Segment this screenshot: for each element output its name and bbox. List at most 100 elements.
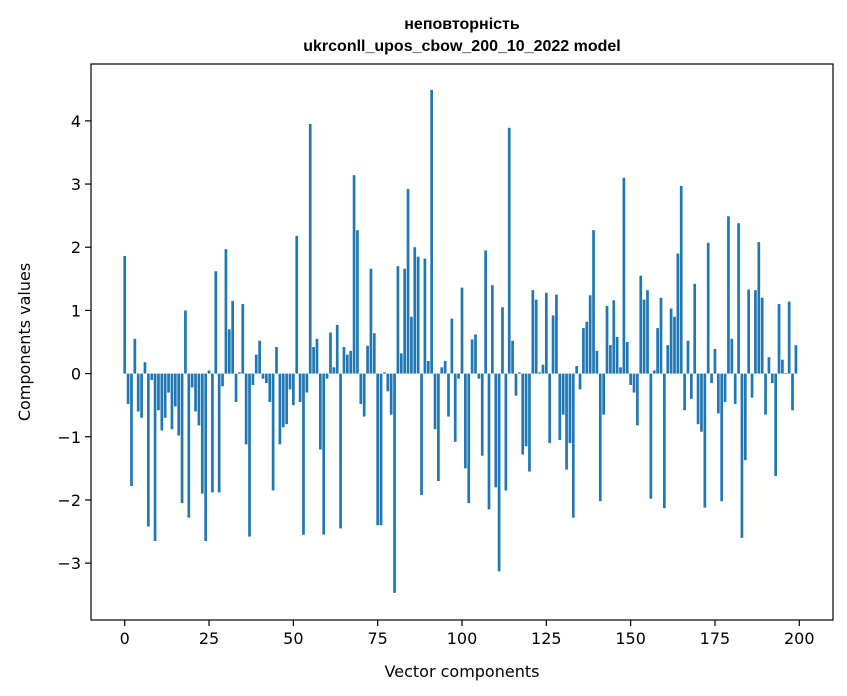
bar-91 [430,89,433,374]
bar-8 [150,373,154,380]
bar-100 [460,287,464,374]
bar-72 [366,345,369,374]
bar-45 [275,347,278,374]
bar-70 [359,373,363,404]
bar-169 [693,283,697,374]
bar-172 [703,373,707,508]
bar-136 [582,328,585,374]
bar-154 [642,299,646,374]
bar-184 [743,373,747,461]
bar-106 [480,373,484,456]
bar-35 [241,304,245,374]
bar-49 [288,373,292,390]
bar-87 [416,256,420,374]
x-tick-label: 125 [531,629,562,648]
bar-125 [544,292,548,374]
y-tick-label: −3 [57,554,81,573]
bar-126 [548,373,552,444]
bar-117 [517,372,521,374]
bar-109 [491,285,494,374]
bar-86 [413,247,417,374]
bar-195 [781,359,784,374]
bar-140 [595,350,599,374]
bar-48 [285,373,288,425]
bar-177 [720,373,724,502]
bar-159 [659,297,663,374]
bar-14 [170,373,174,430]
bar-24 [204,373,208,542]
bar-96 [447,373,450,417]
bar-174 [710,373,713,384]
bar-152 [636,373,639,426]
bar-185 [747,289,751,374]
bar-74 [372,333,376,374]
bar-29 [221,373,224,387]
bar-137 [585,321,589,374]
bar-27 [214,271,218,374]
bar-170 [696,373,700,425]
bar-144 [609,345,612,374]
bar-47 [281,373,285,428]
bar-183 [740,373,744,538]
bar-61 [329,332,332,374]
bar-196 [784,372,788,374]
bar-0 [123,256,127,374]
bar-133 [571,373,575,518]
y-tick-label: 0 [71,365,81,384]
plot-frame [90,63,834,621]
bar-94 [440,367,444,374]
y-tick-label: 4 [71,112,81,131]
bar-77 [383,372,386,374]
bar-186 [750,373,754,398]
bar-15 [173,373,177,407]
bar-66 [345,354,349,374]
y-axis-ticks: −3 −2 −1 0 1 2 3 4 [57,112,91,573]
bar-151 [632,373,636,393]
bar-83 [403,268,407,374]
x-axis-ticks: 0 25 50 75 100 125 150 175 200 [120,620,815,648]
bar-123 [538,372,541,374]
bar-142 [602,373,606,415]
bar-166 [683,373,686,411]
bar-51 [295,235,299,374]
bar-39 [254,354,258,374]
bar-108 [487,373,491,510]
bar-40 [258,340,261,374]
bar-165 [679,185,683,374]
bar-44 [271,373,275,491]
bar-4 [136,373,140,412]
bar-112 [501,307,504,374]
bar-107 [484,250,487,374]
bar-158 [656,328,659,374]
bar-92 [433,373,437,430]
bar-143 [605,305,609,374]
bar-13 [167,373,170,393]
bar-155 [646,290,649,374]
bar-192 [770,373,774,384]
bar-23 [200,373,204,494]
y-tick-label: 1 [71,301,81,320]
x-tick-label: 25 [199,629,219,648]
bar-116 [514,373,518,396]
bar-42 [265,373,268,384]
bar-64 [339,373,342,529]
x-tick-label: 200 [784,629,815,648]
bar-198 [791,373,794,411]
bar-60 [325,373,329,379]
bar-122 [534,299,538,374]
bar-10 [157,373,160,411]
bar-32 [231,300,235,374]
bar-180 [730,338,734,374]
bar-150 [629,373,632,385]
bar-20 [190,373,194,388]
bar-98 [453,373,457,442]
bar-38 [251,373,255,385]
bar-16 [177,373,181,436]
bar-168 [689,373,693,399]
bar-82 [399,353,403,374]
bar-26 [211,373,214,493]
bar-62 [332,367,336,374]
bar-18 [184,310,187,374]
bar-113 [504,373,508,491]
bar-187 [754,290,757,374]
